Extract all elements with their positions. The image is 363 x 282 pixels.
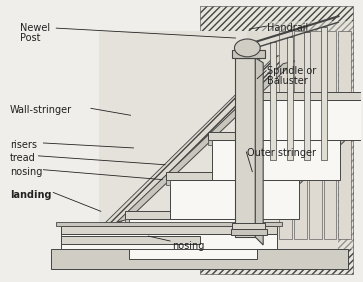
Polygon shape (232, 223, 265, 229)
Polygon shape (125, 211, 257, 219)
Polygon shape (104, 56, 290, 224)
Polygon shape (304, 32, 310, 160)
Polygon shape (231, 229, 267, 235)
Polygon shape (255, 58, 263, 245)
Polygon shape (287, 37, 293, 160)
Polygon shape (249, 100, 253, 105)
Polygon shape (166, 172, 299, 180)
Text: Post: Post (20, 33, 40, 43)
Polygon shape (323, 31, 337, 239)
Polygon shape (99, 31, 305, 229)
Polygon shape (338, 31, 351, 239)
Polygon shape (117, 61, 295, 222)
Polygon shape (129, 219, 257, 259)
Polygon shape (61, 236, 200, 244)
Polygon shape (170, 180, 299, 219)
Text: Outer stringer: Outer stringer (247, 148, 316, 158)
Text: Spindle or: Spindle or (267, 66, 317, 76)
Polygon shape (131, 31, 309, 239)
Polygon shape (125, 219, 129, 224)
Text: tread: tread (10, 153, 36, 163)
Polygon shape (200, 6, 353, 274)
Text: nosing: nosing (10, 167, 42, 177)
Polygon shape (166, 180, 170, 184)
Polygon shape (208, 132, 340, 140)
Polygon shape (321, 27, 327, 160)
Polygon shape (61, 234, 277, 249)
Polygon shape (259, 21, 353, 249)
Text: risers: risers (10, 140, 37, 150)
Polygon shape (236, 58, 255, 237)
Polygon shape (236, 53, 242, 160)
Polygon shape (270, 42, 276, 160)
Text: Handrail: Handrail (267, 23, 309, 33)
Polygon shape (247, 31, 338, 259)
Polygon shape (243, 66, 363, 224)
Polygon shape (253, 100, 363, 140)
Polygon shape (51, 249, 348, 269)
Polygon shape (279, 31, 292, 239)
Ellipse shape (234, 39, 260, 57)
Polygon shape (309, 31, 322, 239)
Text: Newel: Newel (20, 23, 50, 33)
Polygon shape (61, 226, 277, 234)
Polygon shape (253, 48, 259, 160)
Polygon shape (294, 31, 307, 239)
Text: Baluster: Baluster (267, 76, 308, 86)
Polygon shape (232, 50, 265, 58)
Text: Wall-stringer: Wall-stringer (10, 105, 72, 115)
Polygon shape (56, 222, 282, 226)
Text: nosing: nosing (172, 241, 204, 251)
Polygon shape (249, 92, 363, 100)
Polygon shape (208, 140, 212, 145)
Polygon shape (212, 140, 340, 180)
Text: landing: landing (10, 190, 51, 200)
